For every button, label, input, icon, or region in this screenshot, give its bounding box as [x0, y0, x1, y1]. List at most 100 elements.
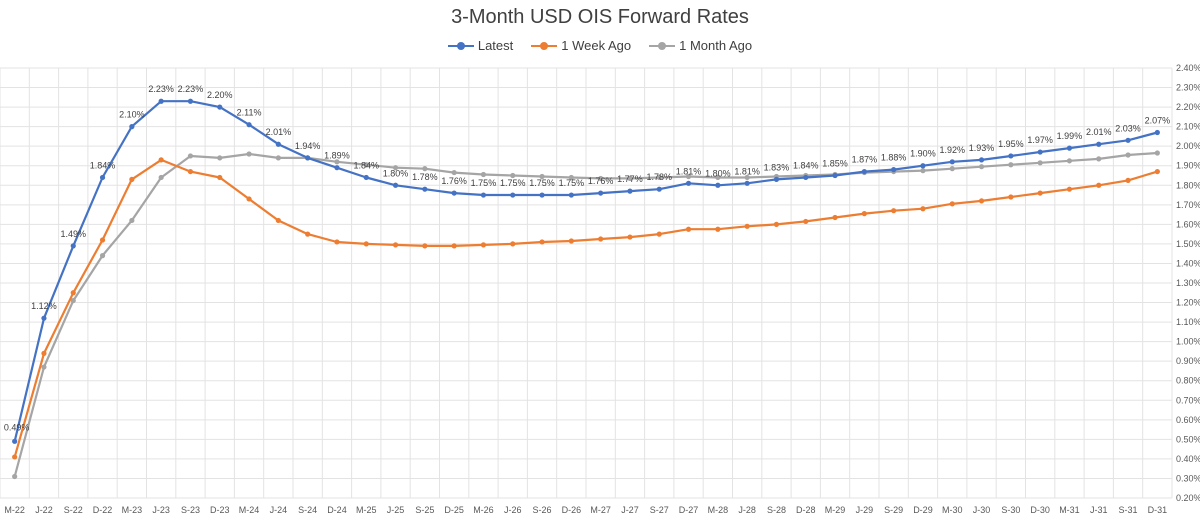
x-tick-label: M-29	[825, 505, 846, 515]
x-tick-label: D-29	[913, 505, 933, 515]
y-tick-label: 0.40%	[1176, 454, 1200, 464]
data-point	[978, 198, 985, 204]
data-point	[1154, 168, 1160, 175]
data-point	[1037, 149, 1043, 155]
data-point	[685, 173, 692, 180]
legend: Latest 1 Week Ago 1 Month Ago	[0, 38, 1200, 53]
data-point	[1066, 186, 1073, 192]
data-point	[305, 155, 311, 161]
data-label: 1.77%	[617, 174, 643, 184]
x-tick-label: S-28	[767, 505, 786, 515]
y-tick-label: 1.00%	[1176, 337, 1200, 347]
x-tick-label: S-24	[298, 505, 317, 515]
x-tick-label: S-25	[415, 505, 434, 515]
data-point	[978, 164, 985, 170]
data-point	[363, 174, 369, 181]
data-point	[832, 172, 838, 179]
data-label: 1.83%	[764, 162, 790, 172]
series-line-latest	[13, 100, 1158, 442]
data-point	[598, 236, 604, 242]
x-tick-label: S-27	[650, 505, 669, 515]
x-tick-label: J-22	[35, 505, 53, 515]
data-label: 1.78%	[412, 172, 438, 182]
legend-item-1-week-ago[interactable]: 1 Week Ago	[531, 38, 631, 53]
data-point	[99, 237, 106, 243]
data-point	[598, 190, 604, 196]
data-point	[70, 297, 76, 304]
x-tick-label: D-30	[1030, 505, 1050, 515]
data-label: 1.84%	[353, 160, 379, 170]
data-label: 1.93%	[969, 143, 995, 153]
data-point	[773, 176, 780, 183]
x-tick-label: S-22	[64, 505, 83, 515]
data-point	[1066, 158, 1073, 164]
y-tick-label: 0.50%	[1176, 434, 1200, 444]
legend-item-1-month-ago[interactable]: 1 Month Ago	[649, 38, 752, 53]
data-point	[744, 180, 750, 186]
y-tick-label: 0.60%	[1176, 415, 1200, 425]
data-point	[187, 98, 194, 104]
data-label: 2.20%	[207, 90, 233, 100]
data-point	[129, 124, 135, 130]
x-tick-label: M-31	[1059, 505, 1080, 515]
data-point	[656, 174, 662, 181]
data-label: 1.75%	[529, 178, 555, 188]
data-point	[1154, 150, 1160, 156]
x-tick-label: M-22	[4, 505, 25, 515]
data-point	[568, 174, 574, 181]
data-label: 2.07%	[1145, 116, 1171, 126]
x-tick-label: D-27	[679, 505, 699, 515]
data-label: 1.97%	[1027, 135, 1053, 145]
data-point	[656, 231, 662, 237]
data-point	[920, 206, 926, 212]
legend-swatch-1-week-ago	[531, 41, 558, 51]
legend-item-latest[interactable]: Latest	[447, 38, 513, 53]
y-tick-label: 2.40%	[1176, 63, 1200, 73]
x-tick-label: M-26	[473, 505, 494, 515]
data-point	[275, 141, 281, 147]
data-point	[451, 243, 457, 249]
data-point	[12, 438, 18, 444]
data-label: 1.12%	[31, 301, 57, 311]
x-tick-label: D-31	[1148, 505, 1168, 515]
x-tick-label: J-31	[1090, 505, 1108, 515]
data-point	[41, 315, 47, 321]
data-point	[1125, 137, 1131, 143]
data-point	[363, 241, 369, 247]
data-point	[480, 171, 487, 178]
data-point	[949, 201, 955, 207]
data-point	[510, 192, 516, 198]
data-point	[12, 473, 18, 480]
data-point	[451, 190, 457, 196]
y-tick-label: 0.70%	[1176, 395, 1200, 405]
data-point	[12, 454, 18, 460]
data-label: 1.99%	[1057, 131, 1083, 141]
data-point	[1066, 145, 1073, 151]
legend-label-1-month-ago: 1 Month Ago	[679, 38, 753, 53]
data-label: 1.81%	[734, 166, 760, 176]
data-point	[627, 188, 633, 194]
data-label: 1.75%	[471, 178, 497, 188]
data-point	[217, 155, 223, 161]
data-point	[685, 180, 692, 186]
data-label: 1.89%	[324, 151, 350, 161]
data-label: 2.10%	[119, 110, 145, 120]
series-line-1-month-ago	[13, 151, 1158, 477]
data-point	[1008, 194, 1014, 200]
data-point	[949, 159, 955, 165]
data-point	[158, 174, 164, 181]
y-tick-label: 1.90%	[1176, 161, 1200, 171]
data-point	[70, 243, 76, 249]
data-label: 1.75%	[559, 178, 585, 188]
x-tick-label: M-25	[356, 505, 377, 515]
data-point	[773, 221, 780, 227]
x-tick-label: J-24	[270, 505, 288, 515]
data-point	[275, 155, 281, 161]
data-label: 2.11%	[237, 108, 262, 118]
chart-title: 3-Month USD OIS Forward Rates	[451, 6, 749, 28]
data-point	[422, 166, 428, 172]
data-point	[920, 163, 926, 169]
x-tick-label: D-24	[327, 505, 347, 515]
